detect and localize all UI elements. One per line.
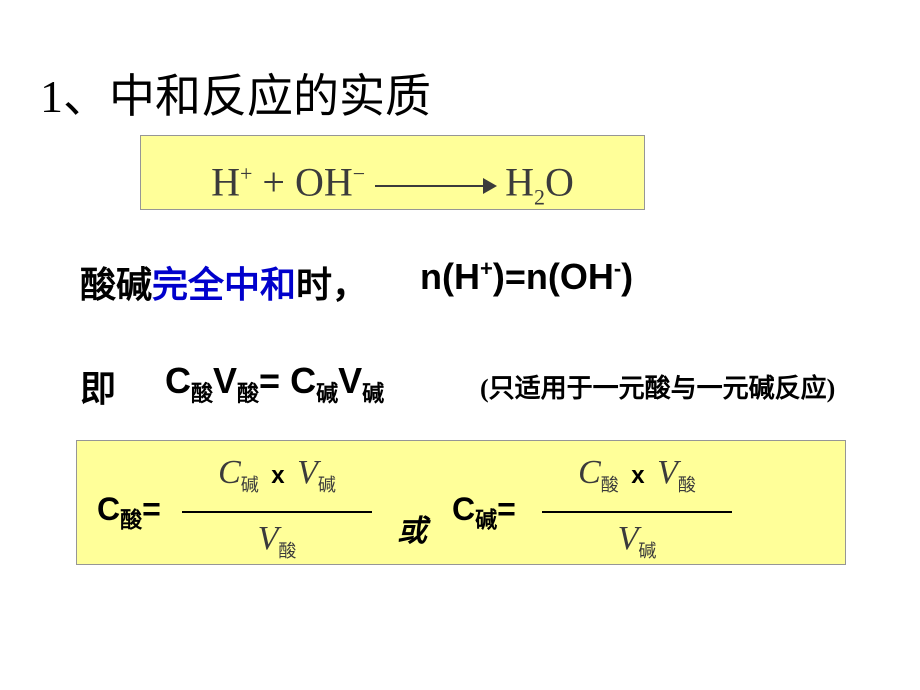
cv-equation: C酸V酸= C碱V碱 — [165, 360, 384, 408]
l3-v1-sub: 酸 — [237, 381, 259, 406]
f2-v: V — [657, 454, 678, 491]
f2-v-sub: 酸 — [678, 475, 696, 495]
l2m-sup1: + — [480, 256, 493, 281]
eq-plus: + — [252, 159, 295, 204]
l3-v2-sub: 碱 — [362, 381, 384, 406]
l3-eq: = — [259, 360, 290, 401]
f2-c-sub: 酸 — [601, 475, 619, 495]
frac2-numerator: C酸 x V酸 — [542, 451, 732, 507]
reaction-arrow-icon — [375, 176, 495, 196]
eq-oh: OH — [295, 159, 353, 204]
l3-c1: C — [165, 360, 191, 401]
eq-sub2: 2 — [534, 184, 545, 209]
fraction-base: C酸 x V酸 V碱 — [542, 451, 732, 573]
or-label: 或 — [397, 506, 427, 550]
l2-prefix: 酸碱 — [80, 265, 152, 305]
f2-c: C — [578, 454, 601, 491]
br-c: C — [452, 491, 475, 527]
c-acid-label: C酸= — [97, 491, 161, 534]
frac1-numerator: C碱 x V碱 — [182, 451, 372, 507]
f1-x: x — [267, 462, 288, 489]
ie-label: 即 — [80, 360, 116, 412]
bl-sub: 酸 — [120, 507, 142, 532]
f1-c: C — [218, 454, 241, 491]
f2-bv-sub: 碱 — [638, 541, 656, 561]
l2m-n1: n(H — [420, 256, 480, 297]
l3-c1-sub: 酸 — [191, 381, 213, 406]
l2-suffix: 时， — [296, 265, 368, 305]
c-base-label: C碱= — [452, 491, 516, 534]
bl-c: C — [97, 491, 120, 527]
eq-h2: H — [505, 159, 534, 204]
f1-bv-sub: 酸 — [278, 541, 296, 561]
eq-oh-charge: − — [353, 161, 365, 186]
complete-neutralization-text: 酸碱完全中和时， — [80, 256, 368, 308]
frac2-bar — [542, 511, 732, 513]
l3-c2: C — [290, 360, 316, 401]
bl-eq: = — [142, 491, 161, 527]
mole-equality: n(H+)=n(OH-) — [420, 256, 633, 298]
neutralization-equation-box: H+ + OH− H2O — [140, 135, 645, 210]
applicability-note: (只适用于一元酸与一元碱反应) — [480, 368, 835, 405]
br-eq: = — [497, 491, 516, 527]
l2-blue: 完全中和 — [152, 265, 296, 305]
frac1-denominator: V酸 — [182, 517, 372, 573]
f1-v-sub: 碱 — [318, 475, 336, 495]
concentration-formulas-box: C酸= C碱 x V碱 V酸 或 C碱= C酸 x V酸 V碱 — [76, 440, 846, 565]
eq-h-charge: + — [240, 161, 252, 186]
l3-c2-sub: 碱 — [316, 381, 338, 406]
fraction-acid: C碱 x V碱 V酸 — [182, 451, 372, 573]
eq-o: O — [545, 159, 574, 204]
f1-c-sub: 碱 — [241, 475, 259, 495]
f2-bv: V — [618, 520, 639, 557]
l3-v2: V — [338, 360, 362, 401]
f2-x: x — [627, 462, 648, 489]
f1-v: V — [297, 454, 318, 491]
frac2-denominator: V碱 — [542, 517, 732, 573]
eq-h: H — [211, 159, 240, 204]
l2m-close: ) — [621, 256, 633, 297]
f1-bv: V — [258, 520, 279, 557]
l3-v1: V — [213, 360, 237, 401]
br-sub: 碱 — [475, 507, 497, 532]
section-heading: 1、中和反应的实质 — [40, 60, 431, 126]
frac1-bar — [182, 511, 372, 513]
l2m-eq: )=n(OH — [493, 256, 614, 297]
